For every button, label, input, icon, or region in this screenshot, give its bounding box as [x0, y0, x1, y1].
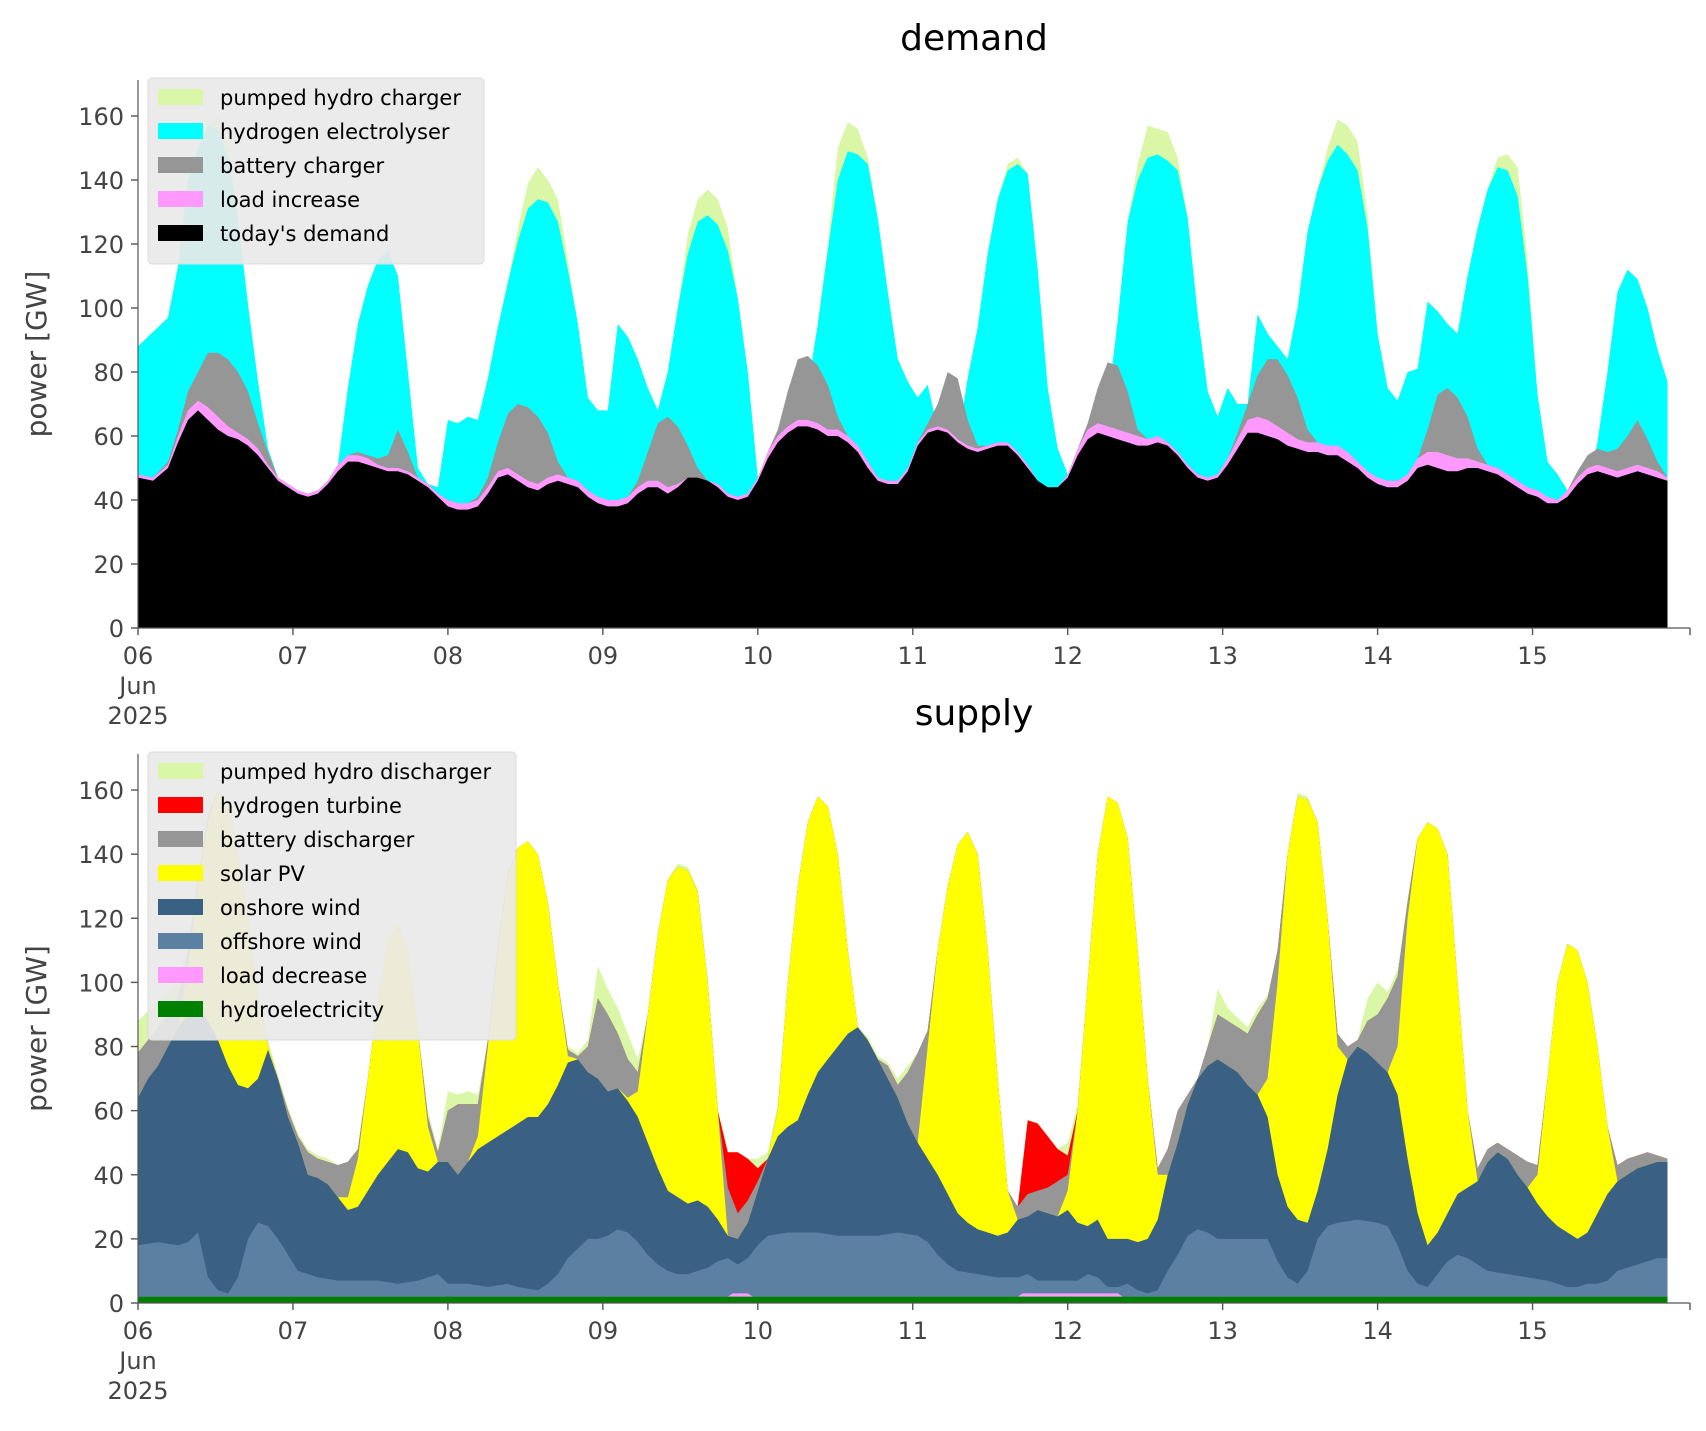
- x-tick-label: 10: [743, 1317, 774, 1345]
- y-tick-label: 0: [109, 615, 124, 643]
- area-today-s-demand: [138, 410, 1668, 628]
- supply-panel: supply 0 20 40 60 80 100 120 140 160 power [GW] 06 J…: [20, 693, 1691, 1405]
- y-tick-label: 60: [93, 1098, 124, 1126]
- legend-swatch: [158, 157, 203, 173]
- y-tick-label: 80: [93, 1034, 124, 1062]
- legend-swatch: [158, 763, 203, 779]
- x-tick-label: 13: [1207, 642, 1238, 670]
- x-tick-label: 06 Jun 2025: [107, 1317, 168, 1405]
- y-axis-label: power [GW]: [20, 271, 53, 438]
- y-tick-label: 100: [78, 295, 124, 323]
- legend-swatch: [158, 797, 203, 813]
- y-tick-label: 100: [78, 969, 124, 997]
- legend-swatch: [158, 123, 203, 139]
- legend-swatch: [158, 831, 203, 847]
- legend-label: load decrease: [220, 964, 367, 988]
- x-tick-label: 10: [743, 642, 774, 670]
- x-tick-label: 11: [897, 642, 928, 670]
- x-tick-label: 06 Jun 2025: [107, 642, 168, 730]
- y-tick-label: 80: [93, 359, 124, 387]
- legend-swatch: [158, 225, 203, 241]
- legend-label: offshore wind: [220, 930, 362, 954]
- legend-label: onshore wind: [220, 896, 361, 920]
- y-tick-label: 0: [109, 1290, 124, 1318]
- chart-title: supply: [915, 693, 1034, 734]
- x-tick-label: 09: [588, 1317, 619, 1345]
- legend-swatch: [158, 967, 203, 983]
- legend-label: hydrogen turbine: [220, 794, 402, 818]
- y-tick-label: 20: [93, 551, 124, 579]
- legend-swatch: [158, 191, 203, 207]
- area-onshore-wind: [138, 1008, 1668, 1303]
- x-tick-label: 07: [278, 1317, 309, 1345]
- legend-swatch: [158, 1001, 203, 1017]
- legend: [147, 77, 485, 265]
- legend-swatch: [158, 89, 203, 105]
- demand-panel: demand 0 20 40 60 80 100 120 140 160 power [GW] 06 J…: [20, 18, 1691, 730]
- y-tick-label: 160: [78, 777, 124, 805]
- x-tick-label: 12: [1052, 642, 1083, 670]
- chart-title: demand: [900, 18, 1048, 59]
- x-tick-label: 11: [897, 1317, 928, 1345]
- legend-label: hydroelectricity: [220, 998, 384, 1022]
- x-tick-label: 14: [1362, 642, 1393, 670]
- x-tick-label: 15: [1517, 1317, 1548, 1345]
- y-tick-label: 160: [78, 103, 124, 131]
- area-offshore-wind: [138, 1219, 1668, 1303]
- x-tick-label: 12: [1052, 1317, 1083, 1345]
- legend-label: load increase: [220, 188, 360, 212]
- x-tick-label: 14: [1362, 1317, 1393, 1345]
- y-tick-label: 120: [78, 231, 124, 259]
- x-tick-label: 09: [588, 642, 619, 670]
- y-tick-label: 140: [78, 167, 124, 195]
- area-hydroelectricity: [138, 1296, 1668, 1303]
- legend: [147, 751, 517, 1041]
- x-tick-label: 08: [433, 642, 464, 670]
- legend-swatch: [158, 865, 203, 881]
- y-tick-label: 140: [78, 841, 124, 869]
- x-tick-label: 07: [278, 642, 309, 670]
- y-tick-label: 20: [93, 1226, 124, 1254]
- y-tick-label: 40: [93, 487, 124, 515]
- legend-label: pumped hydro charger: [220, 86, 461, 110]
- legend-label: today's demand: [220, 222, 389, 246]
- legend-label: battery charger: [220, 154, 385, 178]
- legend-swatch: [158, 899, 203, 915]
- y-tick-label: 40: [93, 1162, 124, 1190]
- y-tick-label: 60: [93, 423, 124, 451]
- y-tick-label: 120: [78, 905, 124, 933]
- x-tick-label: 08: [433, 1317, 464, 1345]
- legend-label: pumped hydro discharger: [220, 760, 491, 784]
- legend-label: battery discharger: [220, 828, 415, 852]
- legend-swatch: [158, 933, 203, 949]
- x-tick-label: 13: [1207, 1317, 1238, 1345]
- legend-label: solar PV: [220, 862, 305, 886]
- y-axis-label: power [GW]: [20, 945, 53, 1112]
- x-tick-label: 15: [1517, 642, 1548, 670]
- legend-label: hydrogen electrolyser: [220, 120, 450, 144]
